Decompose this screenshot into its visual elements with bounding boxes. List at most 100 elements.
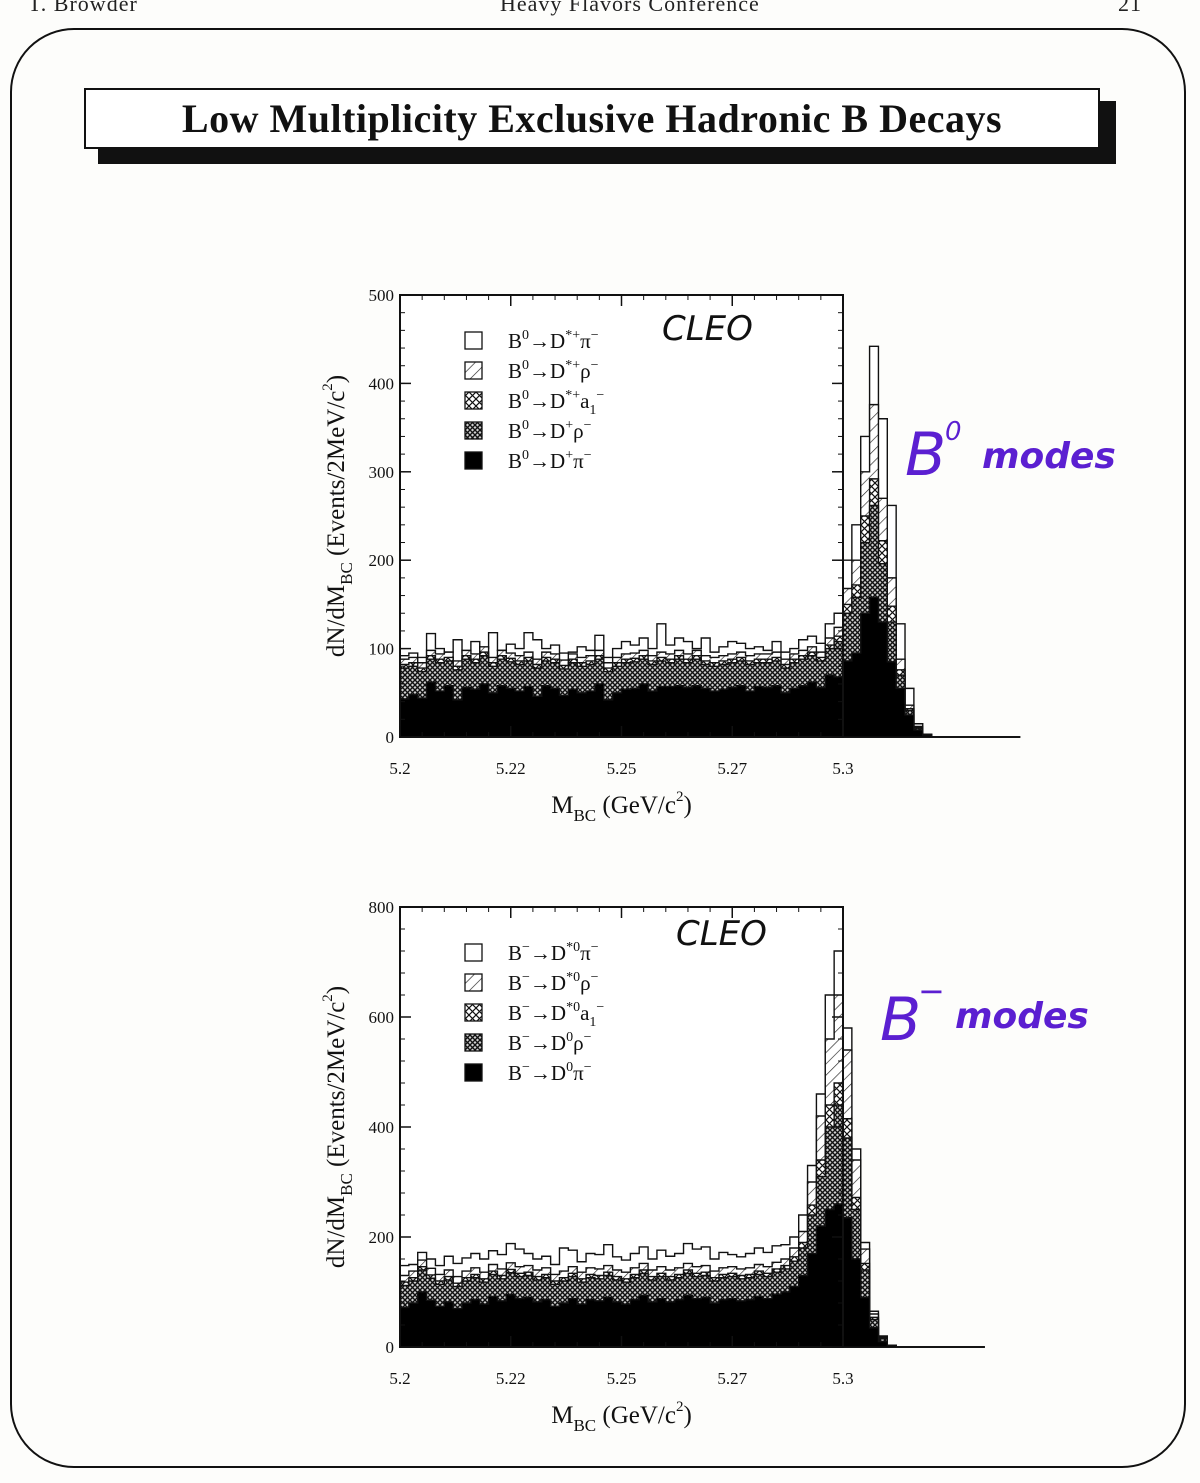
x-axis-label-part: 2 [676, 1399, 684, 1415]
legend-entry-part: − [584, 448, 592, 463]
legend-entry-part: B [508, 1061, 522, 1085]
legend-entry: B0→D+ρ− [508, 418, 592, 443]
legend-entry-part: − [596, 388, 604, 403]
x-tick-label: 5.2 [389, 1369, 410, 1388]
legend-entry: B0→D*+a1− [508, 388, 604, 418]
x-axis-label-part: ) [683, 792, 691, 819]
legend-swatch [464, 973, 483, 992]
legend-entry-part: 1 [589, 1015, 596, 1030]
legend-entry-part: →D [530, 1001, 566, 1025]
legend-entry-part: ρ [573, 419, 583, 443]
x-axis-label-part: BC [573, 806, 596, 825]
legend-entry-part: 0 [522, 448, 529, 463]
y-axis-label-part: dN/dM [323, 585, 350, 657]
legend-entry-part: B [508, 941, 522, 965]
legend-entry-part: − [584, 1060, 592, 1075]
legend-entry-part: →D [530, 971, 566, 995]
legend-swatch [464, 361, 483, 380]
cleo-annotation: CLEO [662, 309, 753, 349]
legend-entry-part: − [591, 328, 599, 343]
y-axis-label-part: ) [323, 375, 350, 383]
legend-entry-part: 0 [522, 328, 529, 343]
x-axis-label: MBC (GeV/c2) [551, 1399, 692, 1435]
legend-entry-part: →D [529, 389, 565, 413]
x-tick-label: 5.27 [717, 1369, 747, 1388]
legend-swatch [464, 391, 483, 410]
legend-entry-part: B [508, 971, 522, 995]
legend-swatch [464, 1033, 483, 1052]
y-axis-label-part: dN/dM [323, 1196, 350, 1268]
legend-entry: B−→D0ρ− [508, 1030, 592, 1055]
legend-entry-part: 0 [566, 1060, 573, 1075]
legend-entry-part: →D [530, 1061, 566, 1085]
legend-entry-part: ρ [573, 1031, 583, 1055]
y-tick-label: 200 [369, 1228, 395, 1247]
legend-entry-part: π [573, 1061, 584, 1085]
legend-entry-part: ρ [580, 971, 590, 995]
legend-entry-part: →D [529, 359, 565, 383]
legend-entry-part: − [522, 1060, 530, 1075]
legend-entry: B−→D0π− [508, 1060, 592, 1085]
annotation-b0-word: modes [982, 436, 1116, 477]
legend-entry-part: + [565, 448, 573, 463]
legend-entry: B−→D*0π− [508, 940, 599, 965]
header-page-number: 21 [1118, 0, 1142, 16]
legend-entry-part: 0 [566, 1030, 573, 1045]
y-axis-label-part: BC [337, 562, 356, 585]
y-tick-label: 800 [369, 898, 395, 917]
legend-entry-part: 0 [522, 388, 529, 403]
y-axis-label-part: 2 [320, 994, 336, 1002]
y-tick-label: 0 [386, 728, 395, 747]
legend-entry-part: *0 [566, 1000, 580, 1015]
y-axis-label: dN/dMBC (Events/2MeV/c2) [320, 986, 356, 1268]
y-tick-label: 100 [369, 640, 395, 659]
legend-entry-part: →D [530, 941, 566, 965]
legend-entry-part: →D [529, 419, 565, 443]
header-author: T. Browder [28, 0, 138, 16]
legend-entry-part: − [584, 1030, 592, 1045]
legend-entry-part: *0 [566, 940, 580, 955]
legend-entry-part: B [508, 449, 522, 473]
legend-entry-part: − [522, 1030, 530, 1045]
annotation-b0-modes: B 0 modes [905, 417, 1116, 490]
x-tick-label: 5.22 [496, 1369, 526, 1388]
legend-entry: B0→D*+π− [508, 328, 599, 353]
legend-entry-part: B [508, 329, 522, 353]
legend-entry-part: →D [529, 329, 565, 353]
legend-entry-part: − [522, 1000, 530, 1015]
legend-entry-part: a [580, 1001, 590, 1025]
annotation-bminus-modes: B − modes [880, 972, 1089, 1055]
y-axis-label-part: 2 [320, 383, 336, 391]
legend-entry-part: *0 [566, 970, 580, 985]
x-tick-label: 5.25 [607, 1369, 637, 1388]
y-axis-label-part: (Events/2MeV/c [323, 1002, 350, 1173]
legend-entry-part: 0 [522, 358, 529, 373]
cleo-annotation: CLEO [676, 914, 767, 954]
y-axis-label-part: (Events/2MeV/c [323, 391, 350, 562]
x-axis-label-part: M [551, 792, 573, 819]
legend-entry-part: ρ [580, 359, 590, 383]
annotation-b0-letter: B [905, 420, 946, 490]
x-tick-label: 5.22 [496, 759, 526, 778]
legend-entry-part: − [591, 358, 599, 373]
legend-entry-part: *+ [565, 328, 580, 343]
x-axis-label-part: M [551, 1402, 573, 1429]
x-tick-label: 5.27 [717, 759, 747, 778]
histogram-series-1 [399, 1203, 985, 1348]
x-axis-label-part: BC [573, 1416, 596, 1435]
legend-entry-part: *+ [565, 358, 580, 373]
legend-swatch [464, 421, 483, 440]
y-tick-label: 0 [386, 1338, 395, 1357]
legend-entry: B−→D*0a1− [508, 1000, 604, 1030]
annotation-bminus-word: modes [955, 996, 1089, 1037]
header-conference: Heavy Flavors Conference [500, 0, 760, 16]
annotation-b0-superscript: 0 [945, 417, 962, 447]
legend-entry-part: − [596, 1000, 604, 1015]
legend-entry-part: B [508, 1001, 522, 1025]
y-axis-label: dN/dMBC (Events/2MeV/c2) [320, 375, 356, 657]
slide-frame [10, 28, 1186, 1468]
x-axis-label: MBC (GeV/c2) [551, 789, 692, 825]
annotation-bminus-superscript: − [918, 972, 945, 1010]
y-axis-label-part: BC [337, 1173, 356, 1196]
